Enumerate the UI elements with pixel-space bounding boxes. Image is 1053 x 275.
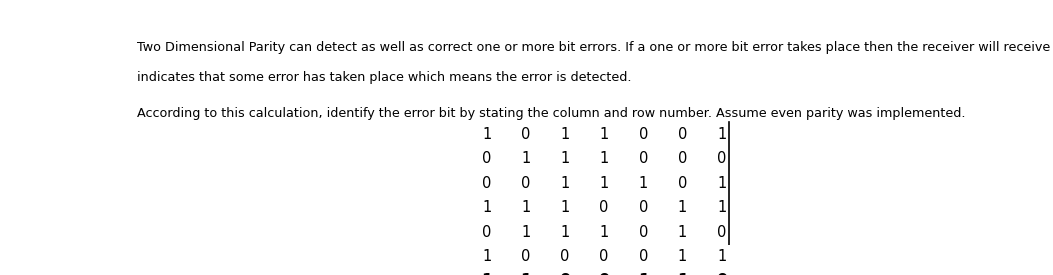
Text: 1: 1 <box>521 200 531 215</box>
Text: 1: 1 <box>677 273 688 275</box>
Text: 0: 0 <box>638 225 648 240</box>
Text: 0: 0 <box>638 249 648 264</box>
Text: 0: 0 <box>638 127 648 142</box>
Text: 0: 0 <box>559 273 571 275</box>
Text: 1: 1 <box>599 176 609 191</box>
Text: 1: 1 <box>717 249 727 264</box>
Text: 1: 1 <box>599 127 609 142</box>
Text: 1: 1 <box>520 273 532 275</box>
Text: 1: 1 <box>717 200 727 215</box>
Text: 0: 0 <box>678 176 688 191</box>
Text: 0: 0 <box>717 152 727 166</box>
Text: 1: 1 <box>482 200 492 215</box>
Text: 1: 1 <box>481 273 492 275</box>
Text: 1: 1 <box>560 152 570 166</box>
Text: 0: 0 <box>716 273 728 275</box>
Text: 1: 1 <box>599 225 609 240</box>
Text: 0: 0 <box>717 225 727 240</box>
Text: 0: 0 <box>521 249 531 264</box>
Text: 0: 0 <box>482 152 492 166</box>
Text: 0: 0 <box>599 249 609 264</box>
Text: 1: 1 <box>560 200 570 215</box>
Text: 1: 1 <box>560 176 570 191</box>
Text: 1: 1 <box>599 152 609 166</box>
Text: 1: 1 <box>639 176 648 191</box>
Text: 1: 1 <box>678 225 688 240</box>
Text: 1: 1 <box>638 273 649 275</box>
Text: According to this calculation, identify the error bit by stating the column and : According to this calculation, identify … <box>137 107 965 120</box>
Text: 0: 0 <box>599 200 609 215</box>
Text: 1: 1 <box>560 127 570 142</box>
Text: 1: 1 <box>678 249 688 264</box>
Text: 0: 0 <box>638 152 648 166</box>
Text: 1: 1 <box>678 200 688 215</box>
Text: 0: 0 <box>482 176 492 191</box>
Text: 0: 0 <box>521 176 531 191</box>
Text: Two Dimensional Parity can detect as well as correct one or more bit errors. If : Two Dimensional Parity can detect as wel… <box>137 42 1053 54</box>
Text: 0: 0 <box>638 200 648 215</box>
Text: indicates that some error has taken place which means the error is detected.: indicates that some error has taken plac… <box>137 71 631 84</box>
Text: 0: 0 <box>598 273 610 275</box>
Text: 1: 1 <box>482 127 492 142</box>
Text: 1: 1 <box>560 225 570 240</box>
Text: 0: 0 <box>482 225 492 240</box>
Text: 0: 0 <box>521 127 531 142</box>
Text: 0: 0 <box>678 152 688 166</box>
Text: 1: 1 <box>521 152 531 166</box>
Text: 0: 0 <box>678 127 688 142</box>
Text: 1: 1 <box>521 225 531 240</box>
Text: 1: 1 <box>482 249 492 264</box>
Text: 1: 1 <box>717 127 727 142</box>
Text: 0: 0 <box>560 249 570 264</box>
Text: 1: 1 <box>717 176 727 191</box>
